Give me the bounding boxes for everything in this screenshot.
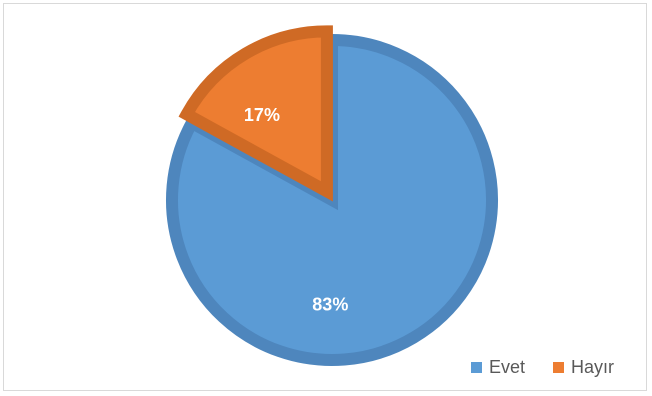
legend-label-evet: Evet	[488, 357, 525, 377]
pie-slice-hay-r	[178, 25, 333, 202]
legend-swatch-evet	[470, 362, 482, 373]
pie-labels: 83% 17%	[244, 105, 348, 314]
legend: Evet Hayır	[470, 357, 614, 378]
legend-item-hayir: Hayır	[552, 357, 614, 378]
legend-label-hayir: Hayır	[570, 357, 614, 377]
legend-item-evet: Evet	[470, 357, 525, 378]
pie-slices	[166, 25, 498, 366]
data-label-evet: 83%	[312, 294, 348, 314]
legend-swatch-hayir	[552, 362, 564, 373]
data-label-hay-r: 17%	[244, 105, 280, 125]
